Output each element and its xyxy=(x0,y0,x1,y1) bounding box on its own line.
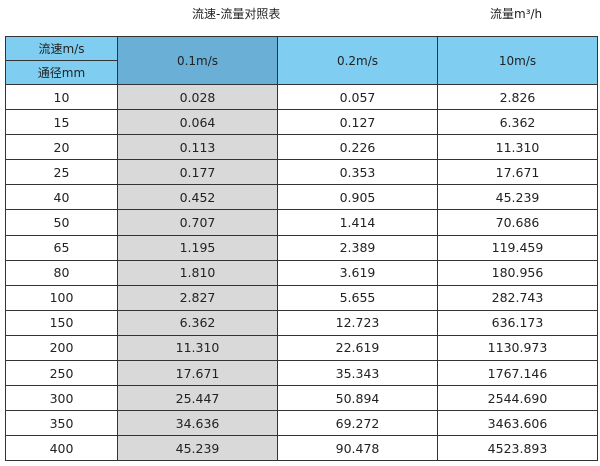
table-row: 100 2.827 5.655 282.743 xyxy=(5,284,598,311)
flow-cell: 70.686 xyxy=(437,209,598,236)
column-header-10: 10m/s xyxy=(437,36,598,85)
column-header-0-2: 0.2m/s xyxy=(277,36,438,85)
flow-cell: 2.389 xyxy=(277,234,438,261)
table-row: 80 1.810 3.619 180.956 xyxy=(5,259,598,286)
flow-cell: 6.362 xyxy=(437,109,598,136)
diameter-cell: 250 xyxy=(5,360,118,387)
flow-rate-table: 流速m/s 0.1m/s 0.2m/s 10m/s 通径mm 10 0.028 0.… xyxy=(5,36,598,462)
diameter-cell: 350 xyxy=(5,410,118,437)
diameter-cell: 25 xyxy=(5,159,118,186)
diameter-cell: 50 xyxy=(5,209,118,236)
diameter-cell: 65 xyxy=(5,234,118,261)
column-header-0-1: 0.1m/s xyxy=(117,36,278,85)
flow-cell: 1767.146 xyxy=(437,360,598,387)
flow-cell: 1130.973 xyxy=(437,334,598,362)
table-row: 20 0.113 0.226 11.310 xyxy=(5,134,598,161)
flow-cell: 2.827 xyxy=(117,284,278,311)
table-row: 50 0.707 1.414 70.686 xyxy=(5,209,598,236)
table-row: 250 17.671 35.343 1767.146 xyxy=(5,360,598,387)
table-title: 流速-流量对照表 xyxy=(192,7,281,21)
table-row: 150 6.362 12.723 636.173 xyxy=(5,309,598,336)
flow-cell: 180.956 xyxy=(437,259,598,286)
flow-cell: 119.459 xyxy=(437,234,598,261)
flow-cell: 45.239 xyxy=(437,184,598,211)
flow-cell: 5.655 xyxy=(277,284,438,311)
flow-cell: 3463.606 xyxy=(437,410,598,437)
flow-cell: 1.414 xyxy=(277,209,438,236)
diameter-cell: 150 xyxy=(5,309,118,336)
diameter-cell: 200 xyxy=(5,334,118,362)
diameter-cell: 10 xyxy=(5,83,118,111)
table-row: 300 25.447 50.894 2544.690 xyxy=(5,385,598,412)
flow-cell: 11.310 xyxy=(117,334,278,362)
flow-cell: 50.894 xyxy=(277,385,438,412)
flow-cell: 2.826 xyxy=(437,83,598,111)
flow-cell: 17.671 xyxy=(117,360,278,387)
flow-cell: 45.239 xyxy=(117,435,278,462)
table-row: 400 45.239 90.478 4523.893 xyxy=(5,435,598,462)
table-row: 15 0.064 0.127 6.362 xyxy=(5,109,598,136)
flow-cell: 69.272 xyxy=(277,410,438,437)
flow-cell: 282.743 xyxy=(437,284,598,311)
flow-cell: 2544.690 xyxy=(437,385,598,412)
table-row: 65 1.195 2.389 119.459 xyxy=(5,234,598,261)
table-row: 10 0.028 0.057 2.826 xyxy=(5,83,598,111)
flow-cell: 0.127 xyxy=(277,109,438,136)
diameter-cell: 80 xyxy=(5,259,118,286)
flow-cell: 0.226 xyxy=(277,134,438,161)
diameter-cell: 15 xyxy=(5,109,118,136)
flow-cell: 35.343 xyxy=(277,360,438,387)
flow-cell: 90.478 xyxy=(277,435,438,462)
diameter-cell: 300 xyxy=(5,385,118,412)
flow-cell: 1.810 xyxy=(117,259,278,286)
unit-label: 流量m³/h xyxy=(490,7,543,21)
flow-cell: 22.619 xyxy=(277,334,438,362)
flow-cell: 12.723 xyxy=(277,309,438,336)
flow-cell: 0.177 xyxy=(117,159,278,186)
diameter-cell: 100 xyxy=(5,284,118,311)
flow-cell: 11.310 xyxy=(437,134,598,161)
flow-cell: 25.447 xyxy=(117,385,278,412)
flow-cell: 0.905 xyxy=(277,184,438,211)
diameter-header: 通径mm xyxy=(5,60,118,85)
flow-cell: 0.064 xyxy=(117,109,278,136)
diameter-cell: 400 xyxy=(5,435,118,462)
flow-cell: 0.113 xyxy=(117,134,278,161)
flow-cell: 0.028 xyxy=(117,83,278,111)
table-row: 350 34.636 69.272 3463.606 xyxy=(5,410,598,437)
flow-cell: 34.636 xyxy=(117,410,278,437)
table-row: 200 11.310 22.619 1130.973 xyxy=(5,334,598,362)
flow-cell: 17.671 xyxy=(437,159,598,186)
flow-cell: 0.353 xyxy=(277,159,438,186)
diameter-cell: 40 xyxy=(5,184,118,211)
flow-cell: 3.619 xyxy=(277,259,438,286)
flow-cell: 0.452 xyxy=(117,184,278,211)
flow-cell: 0.707 xyxy=(117,209,278,236)
flow-cell: 6.362 xyxy=(117,309,278,336)
flow-cell: 1.195 xyxy=(117,234,278,261)
table-row: 25 0.177 0.353 17.671 xyxy=(5,159,598,186)
flow-cell: 0.057 xyxy=(277,83,438,111)
table-row: 40 0.452 0.905 45.239 xyxy=(5,184,598,211)
speed-header: 流速m/s xyxy=(5,36,118,61)
flow-cell: 4523.893 xyxy=(437,435,598,462)
flow-cell: 636.173 xyxy=(437,309,598,336)
diameter-cell: 20 xyxy=(5,134,118,161)
